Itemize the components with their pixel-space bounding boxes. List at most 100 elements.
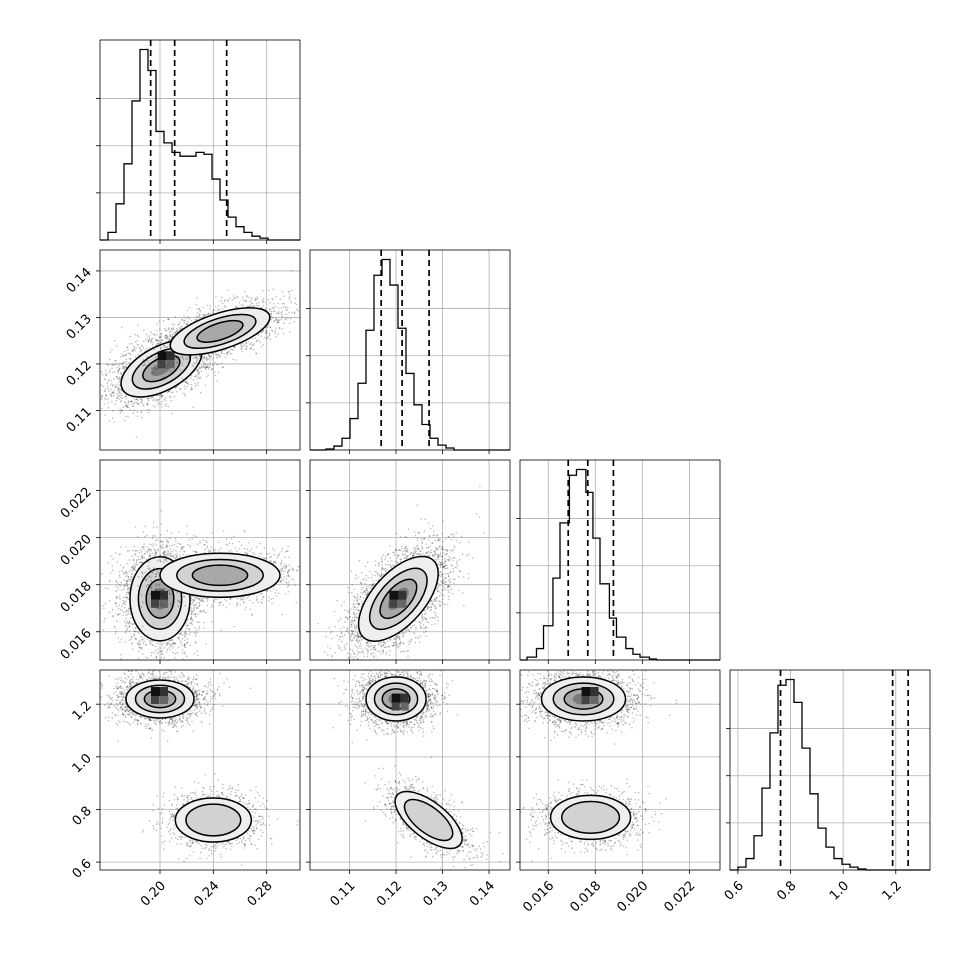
scatter-point [157,401,160,404]
scatter-point [115,363,118,366]
scatter-point [171,354,174,357]
scatter-point [134,333,136,336]
scatter-point [119,576,121,578]
scatter-point [115,345,118,347]
scatter-point [129,357,132,360]
scatter-point [206,304,208,307]
scatter-point [201,356,203,358]
scatter-point [169,354,172,357]
scatter-point [165,358,168,360]
scatter-point [151,537,154,540]
scatter-point [235,306,237,308]
scatter-point [195,375,197,377]
scatter-point [275,318,278,320]
scatter-point [265,337,268,339]
scatter-point [136,343,139,345]
scatter-point [161,406,163,408]
scatter-point [177,355,179,358]
scatter-point [166,335,168,337]
scatter-point [136,334,139,337]
scatter-point [241,350,243,353]
scatter-point [242,296,244,298]
scatter-point [143,640,145,643]
scatter-point [206,366,208,369]
scatter-point [274,306,277,308]
scatter-point [254,298,256,301]
scatter-point [211,353,214,355]
scatter-point [178,633,180,635]
scatter-point [171,328,173,331]
scatter-point [151,333,153,335]
scatter-point [126,405,129,408]
scatter-point [232,358,234,361]
scatter-point [276,321,279,324]
scatter-point [287,317,289,320]
scatter-point [157,357,160,359]
scatter-point [179,387,182,390]
scatter-point [179,321,181,324]
scatter-point [235,359,237,361]
scatter-point [285,308,288,311]
scatter-point [182,392,184,394]
scatter-point [127,415,129,418]
scatter-point [278,307,280,309]
scatter-point [269,326,271,329]
scatter-point [152,396,154,399]
contour-line-0 [169,307,271,356]
density-peak-cell [166,351,175,361]
scatter-point [184,380,187,383]
scatter-point [148,408,151,411]
scatter-point [147,403,149,405]
scatter-point [119,377,121,380]
scatter-point [176,329,179,332]
scatter-point [151,343,154,346]
scatter-point [181,364,184,366]
scatter-point [118,584,121,586]
scatter-point [137,403,139,405]
scatter-point [290,270,293,272]
scatter-point [103,390,106,392]
scatter-point [259,341,261,344]
scatter-point [176,391,178,393]
scatter-point [115,393,118,395]
scatter-point [268,333,271,335]
scatter-point [291,289,293,292]
scatter-point [163,344,165,347]
scatter-point [98,374,100,376]
scatter-point [165,336,168,339]
scatter-point [155,368,158,371]
scatter-point [111,400,113,403]
scatter-point [189,322,192,324]
scatter-point [153,333,156,335]
scatter-point [172,328,175,330]
scatter-point [115,399,118,402]
scatter-point [282,295,285,297]
scatter-point [200,365,203,368]
scatter-point [109,351,112,353]
scatter-point [185,382,188,384]
scatter-point [291,311,294,314]
scatter-point [253,305,256,307]
scatter-point [135,630,137,633]
scatter-point [251,296,253,299]
scatter-point [160,339,163,341]
scatter-point [203,357,206,360]
scatter-point [137,324,139,326]
scatter-point [145,333,147,335]
scatter-point [198,603,201,605]
scatter-point [281,302,284,305]
scatter-point [186,358,189,361]
scatter-point [198,315,200,318]
scatter-point [117,613,120,616]
scatter-point [117,586,119,588]
scatter-point [113,364,115,366]
scatter-point [197,374,199,376]
scatter-point [197,382,199,384]
scatter-point [150,331,152,333]
scatter-point [198,371,201,374]
scatter-point [111,348,113,351]
scatter-point [156,367,158,370]
scatter-point [183,381,185,383]
scatter-point [119,384,121,386]
histogram-panel-0 [96,39,301,241]
